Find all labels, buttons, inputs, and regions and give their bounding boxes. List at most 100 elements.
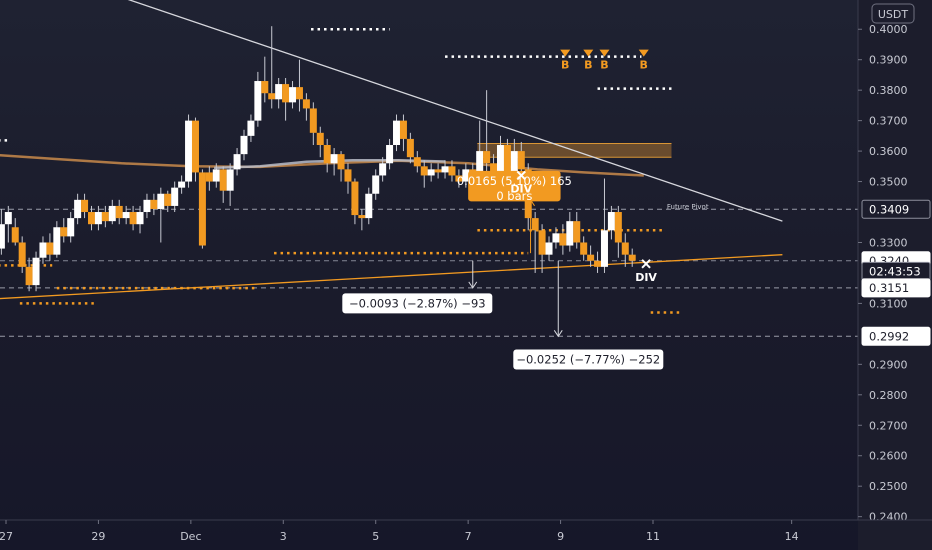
candle-body	[247, 120, 255, 136]
candle-body	[628, 254, 636, 261]
candle-body	[607, 212, 615, 231]
candle-body	[289, 87, 297, 103]
candle-body	[108, 205, 116, 222]
candle-body	[399, 120, 407, 139]
x-tick-label: 9	[557, 530, 564, 543]
candle-body	[295, 87, 303, 100]
candle-body	[420, 166, 428, 176]
candle-body	[503, 145, 511, 176]
candle-body	[101, 212, 109, 222]
candle-body	[185, 120, 193, 182]
candle-body	[476, 151, 484, 182]
y-tick-label: 0.2600	[869, 450, 908, 463]
y-tick-label: 0.3700	[869, 115, 908, 128]
x-tick-label: 3	[280, 530, 287, 543]
candle-body	[87, 212, 95, 225]
price-tag-label: 02:43:53	[869, 264, 921, 278]
measure-label-box	[513, 349, 664, 370]
candle-body	[365, 193, 373, 219]
currency-badge-label: USDT	[878, 8, 909, 21]
candle-body	[94, 212, 102, 225]
measure-label: −0.0252 (−7.77%) −252	[516, 352, 660, 366]
candle-body	[330, 154, 338, 164]
y-tick-label: 0.3900	[869, 54, 908, 67]
candle-body	[4, 212, 12, 225]
x-tick-label: 27	[0, 530, 13, 543]
candle-body	[309, 108, 317, 133]
div-signal-marker	[641, 259, 651, 269]
candle-body	[164, 193, 172, 206]
price-tag	[861, 278, 931, 298]
y-tick-label: 0.2700	[869, 419, 908, 432]
div-signal-label: DIV	[635, 271, 657, 284]
profit-label-line2: 0 bars	[496, 189, 532, 203]
candle-body	[386, 145, 394, 164]
candle-body	[406, 138, 414, 158]
candle-body	[282, 84, 290, 103]
candle-body	[122, 212, 130, 219]
y-tick-label: 0.2900	[869, 358, 908, 371]
candle-body	[150, 199, 158, 209]
candle-body	[490, 163, 498, 176]
buy-signal-marker	[583, 49, 594, 57]
candle-body	[483, 151, 491, 164]
candle-body	[573, 221, 581, 243]
candle-body	[143, 199, 151, 213]
x-tick-label: Dec	[180, 530, 201, 543]
candle-body	[74, 199, 82, 219]
price-tag-label: 0.2992	[869, 329, 909, 343]
candle-body	[219, 169, 227, 191]
candle-body	[25, 266, 33, 286]
candle-body	[351, 181, 359, 216]
buy-signal-label: B	[561, 59, 569, 72]
y-tick-label: 0.3100	[869, 297, 908, 310]
candle-body	[254, 81, 262, 121]
candle-body	[455, 175, 463, 182]
buy-signal-marker	[560, 49, 571, 57]
buy-signal-label: B	[600, 59, 608, 72]
candle-body	[600, 230, 608, 267]
profit-label-line1: 0.0165 (5.10%) 165	[457, 174, 572, 188]
profit-label-box	[468, 170, 561, 202]
candle-body	[545, 242, 553, 255]
candle-body	[621, 242, 629, 255]
candle-body	[226, 169, 234, 191]
measure-label: −0.0093 (−2.87%) −93	[349, 296, 486, 310]
y-tick-label: 0.4000	[869, 23, 908, 36]
candle-body	[580, 242, 588, 255]
candle-body	[115, 205, 123, 219]
candle-body	[323, 145, 331, 164]
candle-body	[594, 260, 602, 267]
candle-body	[178, 181, 186, 188]
candle-body	[136, 212, 144, 225]
trendline-uptrend	[0, 254, 783, 300]
candle-body	[205, 172, 213, 182]
trendline-downtrend	[127, 0, 783, 222]
candle-body	[496, 145, 504, 176]
candle-body	[302, 99, 310, 109]
candle-body	[337, 154, 345, 170]
candle-body	[233, 154, 241, 170]
candle-body	[358, 215, 366, 219]
y-tick-label: 0.3500	[869, 176, 908, 189]
x-tick-label: 5	[372, 530, 379, 543]
y-tick-label: 0.3600	[869, 145, 908, 158]
measure-arrowhead	[468, 281, 478, 289]
y-tick-label: 0.2400	[869, 511, 908, 524]
price-tag	[861, 199, 931, 219]
price-tag	[861, 326, 931, 346]
candle-body	[268, 93, 276, 100]
price-tag-label: 0.3151	[869, 281, 909, 295]
candle-body	[379, 163, 387, 176]
candle-body	[448, 166, 456, 176]
div-signal-label: DIV	[510, 182, 532, 195]
candle-body	[462, 169, 470, 182]
candle-body	[510, 151, 518, 176]
candle-body	[67, 218, 75, 237]
candle-body	[517, 151, 525, 170]
div-signal-marker	[516, 170, 526, 181]
buy-signal-label: B	[584, 59, 592, 72]
candle-body	[240, 135, 248, 155]
buy-signal-marker	[638, 49, 649, 57]
